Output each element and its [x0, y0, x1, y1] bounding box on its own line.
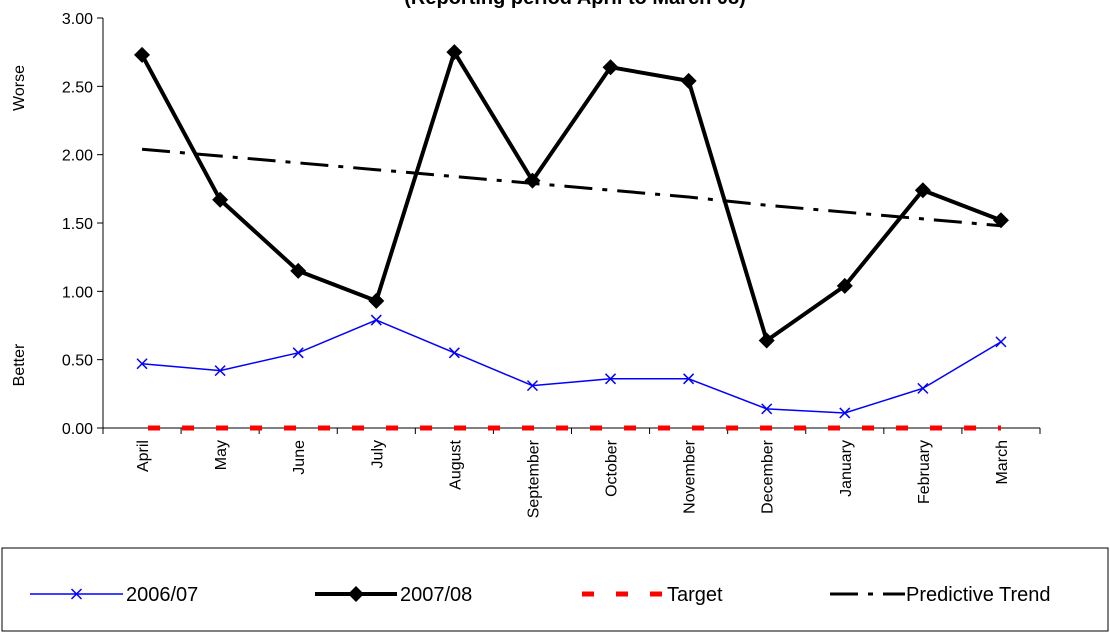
legend-item-predictive-trend: Predictive Trend: [830, 584, 1051, 606]
y-tick-label: 1.50: [62, 216, 93, 233]
series-2007-08-point: [524, 172, 541, 189]
y-tick-label: 1.00: [62, 284, 93, 301]
legend-box: [1, 547, 1109, 632]
legend-item-target: Target: [582, 584, 723, 606]
series-2006-07-point: [370, 314, 382, 326]
series-2006-07-point: [917, 382, 929, 394]
y-tick-label: 0.50: [62, 353, 93, 370]
y-tick-label: 2.00: [62, 148, 93, 165]
series-2006-07-point: [214, 365, 226, 377]
series-2006-07-point: [605, 373, 617, 385]
series-2007-08-point: [290, 262, 307, 279]
x-tick-label: March: [994, 440, 1011, 484]
series-2007-08-point: [836, 277, 853, 294]
series-2006-07-point: [136, 358, 148, 370]
series-2007-08-point: [368, 292, 385, 309]
legend-marker-diamond-icon: [348, 586, 364, 602]
legend-label: 2007/08: [400, 584, 472, 606]
x-tick-label: August: [447, 439, 464, 489]
y-axis-label-better: Better: [11, 343, 28, 386]
x-tick-label: October: [604, 439, 621, 497]
series-2007-08-point: [758, 332, 775, 349]
y-axis-labels: Worse Better: [11, 65, 28, 386]
series-2006-07-line: [141, 319, 1002, 414]
series-2007-08-point: [914, 182, 931, 199]
series-2006-07-point: [839, 407, 851, 419]
x-tick-label: May: [213, 440, 230, 470]
series-2007-08-point: [134, 46, 151, 63]
series-2006-07-point: [995, 336, 1007, 348]
series-2007-08-point: [602, 59, 619, 76]
series-2007-08-point: [992, 212, 1009, 229]
legend-label: Predictive Trend: [906, 584, 1051, 606]
series-2007-08-point: [446, 44, 463, 61]
legend: 2006/07 2007/08 Target Predictive Trend: [1, 547, 1109, 632]
y-tick-label: 2.50: [62, 79, 93, 96]
series-2007-08-point: [680, 72, 697, 89]
legend-item-2006-07: 2006/07: [30, 584, 198, 606]
x-tick-label: November: [682, 439, 699, 513]
series-2006-07-point: [448, 347, 460, 359]
chart-title: (Reporting period April to March 08): [404, 0, 746, 9]
x-tick-label: September: [525, 439, 542, 518]
x-tick-label: July: [369, 440, 386, 468]
y-tick-label: 0.00: [62, 421, 93, 438]
series-layer: [134, 44, 1009, 431]
y-axis-label-worse: Worse: [11, 65, 28, 111]
series-2006-07-point: [526, 380, 538, 392]
series-trend-line: [141, 147, 1002, 228]
x-tick-label: December: [760, 439, 777, 513]
x-tick-label: June: [291, 440, 308, 475]
x-tick-label: April: [135, 440, 152, 472]
series-2007-08-line: [140, 50, 1002, 343]
axes: 0.00 0.50 1.00 1.50 2.00 2.50 3.00 April May June…: [62, 11, 1041, 518]
series-2006-07-point: [292, 347, 304, 359]
series-2007-08-point: [212, 191, 229, 208]
legend-label: Target: [667, 584, 723, 606]
series-2006-07-point: [683, 373, 695, 385]
legend-label: 2006/07: [126, 584, 198, 606]
x-tick-label: January: [838, 440, 855, 497]
series-2006-07-point: [761, 403, 773, 415]
x-tick-label: February: [916, 440, 933, 504]
y-tick-label: 3.00: [62, 11, 93, 28]
legend-item-2007-08: 2007/08: [315, 584, 472, 606]
